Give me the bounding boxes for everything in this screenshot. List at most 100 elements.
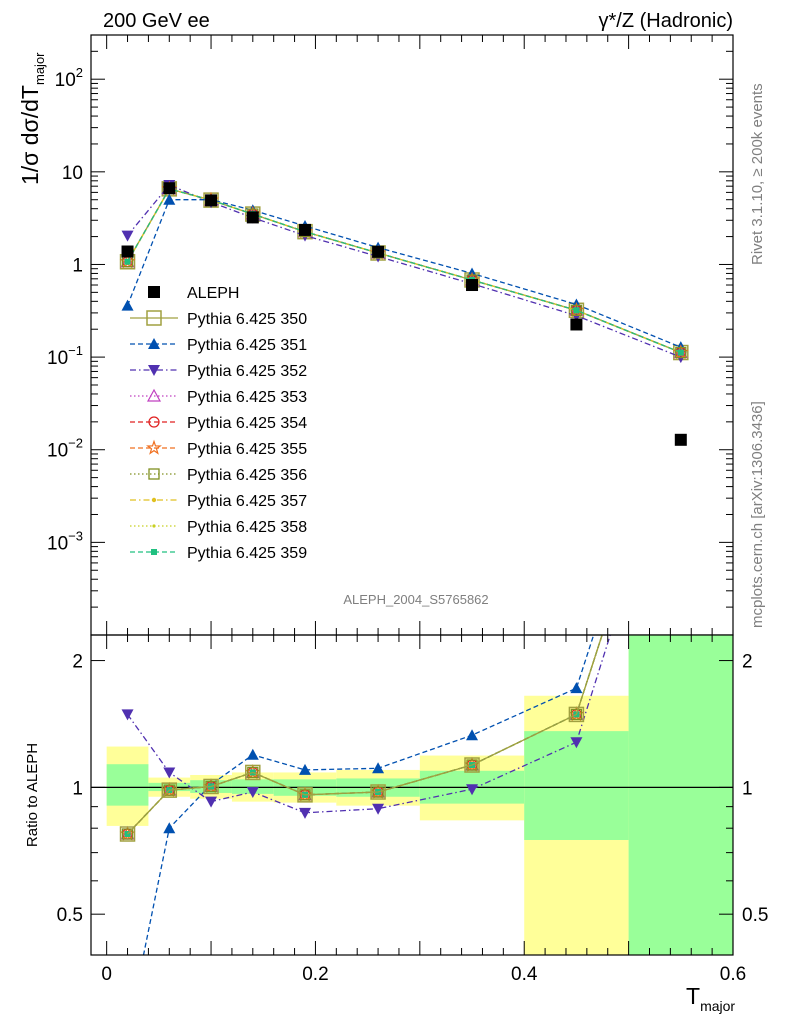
series-pythia-6-425-358 [125, 187, 683, 355]
legend: ALEPH Pythia 6.425 350 Pythia 6.425 351 Pyt… [130, 285, 307, 562]
legend-label: Pythia 6.425 352 [187, 363, 307, 380]
x-tick-label: 0.4 [511, 964, 538, 985]
legend-entry-pythia-6-425-357: Pythia 6.425 357 [130, 493, 307, 510]
point-aleph-3 [246, 211, 259, 224]
main-y-label-subscript: major [32, 52, 47, 85]
ratio-point-pythia-6-425-352-0 [121, 709, 134, 721]
ratio-band-green-7 [524, 731, 629, 841]
point-pythia-6-425-351-0 [121, 299, 134, 311]
legend-entry-pythia-6-425-359: Pythia 6.425 359 [130, 545, 307, 562]
legend-marker [151, 549, 157, 555]
point-aleph-5 [372, 245, 385, 258]
series-pythia-6-425-354 [121, 183, 687, 359]
ratio-point-pythia-6-425-350-3 [245, 764, 261, 781]
series-pythia-6-425-359 [124, 185, 684, 356]
series-pythia-6-425-350 [119, 181, 689, 361]
ratio-point-pythia-6-425-352-4 [299, 807, 311, 819]
series-aleph [121, 182, 687, 446]
legend-entry-aleph: ALEPH [148, 285, 239, 302]
ratio-ytick-label-right: 1 [742, 778, 753, 799]
ratio-line-pythia-6-425-351 [142, 635, 595, 955]
point-aleph-0 [121, 245, 134, 258]
legend-label: Pythia 6.425 350 [187, 311, 307, 328]
legend-marker [148, 468, 160, 480]
x-label-subscript: major [700, 998, 735, 1014]
main-ytick-label: 10−2 [47, 436, 83, 462]
ratio-point-pythia-6-425-351-5 [372, 762, 385, 774]
legend-marker [148, 338, 160, 349]
ratio-point-pythia-6-425-350-2 [203, 778, 219, 795]
x-tick-label: 0.6 [720, 964, 746, 985]
legend-label: Pythia 6.425 355 [187, 441, 307, 458]
ratio-point-pythia-6-425-350-5 [370, 784, 386, 800]
legend-marker [151, 497, 157, 503]
ratio-line-pythia-6-425-350 [127, 635, 603, 835]
ratio-point-pythia-6-425-350-1 [161, 782, 178, 798]
ratio-point-pythia-6-425-351-6 [466, 729, 479, 741]
ratio-point-pythia-6-425-352-6 [466, 784, 479, 796]
x-label-main: T [686, 983, 700, 1009]
ratio-point-pythia-6-425-356-7 [570, 708, 583, 721]
ratio-point-pythia-6-425-350-6 [464, 757, 480, 773]
main-ytick-label: 102 [55, 65, 83, 91]
ratio-point-pythia-6-425-351-4 [299, 763, 311, 775]
ratio-point-pythia-6-425-356-6 [466, 759, 478, 771]
legend-entry-pythia-6-425-356: Pythia 6.425 356 [130, 467, 307, 484]
point-aleph-6 [466, 279, 479, 292]
point-pythia-6-425-359-8 [677, 349, 684, 356]
ratio-point-pythia-6-425-352-2 [205, 796, 218, 808]
ratio-band-green-3 [231, 779, 274, 794]
legend-label: Pythia 6.425 357 [187, 493, 307, 510]
ratio-band-green-0 [106, 764, 149, 806]
legend-marker [146, 310, 162, 326]
point-aleph-4 [299, 223, 311, 236]
main-y-axis-label: 1/σ dσ/dTmajor [17, 52, 47, 185]
legend-label: Pythia 6.425 356 [187, 467, 307, 484]
ratio-point-pythia-6-425-350-7 [568, 706, 585, 723]
legend-entry-pythia-6-425-355: Pythia 6.425 355 [130, 439, 307, 458]
ratio-point-pythia-6-425-352-3 [246, 787, 259, 799]
point-pythia-6-425-352-0 [121, 230, 134, 242]
point-aleph-7 [570, 318, 583, 331]
legend-marker [148, 416, 160, 428]
series-pythia-6-425-357 [125, 186, 684, 355]
ratio-point-pythia-6-425-351-3 [246, 748, 259, 760]
analysis-watermark: ALEPH_2004_S5765862 [343, 592, 488, 607]
main-ytick-label-exp: 2 [76, 65, 83, 80]
legend-label: Pythia 6.425 359 [187, 545, 307, 562]
ratio-point-pythia-6-425-351-7 [570, 682, 583, 694]
main-ytick-label-base: 10 [47, 441, 68, 462]
series-pythia-6-425-351 [121, 193, 687, 353]
point-pythia-6-425-356-7 [570, 304, 583, 316]
point-pythia-6-425-359-0 [124, 258, 131, 265]
legend-marker [152, 524, 156, 528]
legend-label: Pythia 6.425 354 [187, 415, 307, 432]
ratio-y-axis-label: Ratio to ALEPH [24, 743, 41, 847]
legend-marker [148, 365, 160, 376]
x-tick-label: 0.2 [302, 964, 328, 985]
ratio-point-pythia-6-425-352-7 [570, 737, 583, 749]
ratio-point-pythia-6-425-350-4 [297, 787, 313, 803]
series-pythia-6-425-356 [121, 183, 687, 359]
main-ytick-label-base: 10 [47, 533, 68, 554]
legend-entry-pythia-6-425-351: Pythia 6.425 351 [130, 337, 307, 354]
legend-label: Pythia 6.425 358 [187, 519, 307, 536]
ratio-panel-frame [90, 634, 734, 956]
main-panel-series [119, 180, 689, 446]
ratio-ytick-label-right: 2 [742, 652, 753, 673]
main-ytick-label: 10 [62, 163, 83, 184]
point-aleph-2 [205, 194, 218, 207]
ratio-ytick-label: 2 [72, 652, 83, 673]
ratio-ytick-label: 0.5 [57, 905, 83, 926]
main-ytick-label-base: 10 [47, 348, 68, 369]
ratio-series-pythia-6-425-356 [121, 635, 603, 840]
series-pythia-6-425-353 [120, 181, 688, 359]
legend-marker [148, 286, 160, 298]
legend-marker [146, 439, 162, 455]
point-pythia-6-425-359-7 [573, 307, 580, 314]
point-aleph-8 [674, 433, 687, 446]
line-pythia-6-425-351 [126, 199, 682, 348]
main-ytick-label-exp: −1 [68, 343, 83, 358]
